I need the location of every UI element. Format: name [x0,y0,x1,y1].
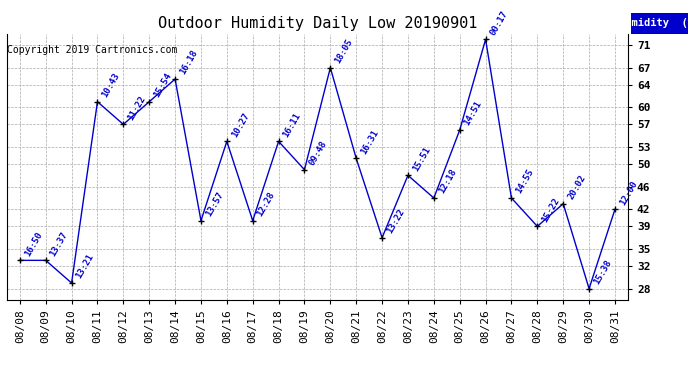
Text: 10:27: 10:27 [230,111,251,139]
Text: Humidity  (%): Humidity (%) [619,18,690,28]
Text: 12:28: 12:28 [255,190,277,218]
Text: 15:51: 15:51 [411,145,432,172]
Text: 13:57: 13:57 [204,190,225,218]
Text: 14:51: 14:51 [462,99,484,127]
Text: 18:05: 18:05 [333,37,355,65]
Text: 11:22: 11:22 [126,94,148,122]
Text: 00:17: 00:17 [489,9,510,37]
Text: 20:02: 20:02 [566,173,587,201]
Text: Copyright 2019 Cartronics.com: Copyright 2019 Cartronics.com [7,45,177,55]
Text: 13:22: 13:22 [385,207,406,235]
Text: 15:54: 15:54 [152,71,173,99]
Text: 13:37: 13:37 [48,230,70,258]
Text: 16:11: 16:11 [282,111,303,139]
Text: 15:38: 15:38 [592,258,613,286]
Text: 16:50: 16:50 [23,230,44,258]
Title: Outdoor Humidity Daily Low 20190901: Outdoor Humidity Daily Low 20190901 [158,16,477,31]
Text: 12:18: 12:18 [437,168,458,195]
Text: 12:00: 12:00 [618,179,639,207]
Text: 14:55: 14:55 [514,168,535,195]
Text: 09:48: 09:48 [307,139,328,167]
Text: 10:43: 10:43 [100,71,121,99]
Text: 13:21: 13:21 [75,252,96,280]
Text: 15:22: 15:22 [540,196,562,223]
Text: 16:31: 16:31 [359,128,380,156]
Text: 16:18: 16:18 [178,48,199,76]
